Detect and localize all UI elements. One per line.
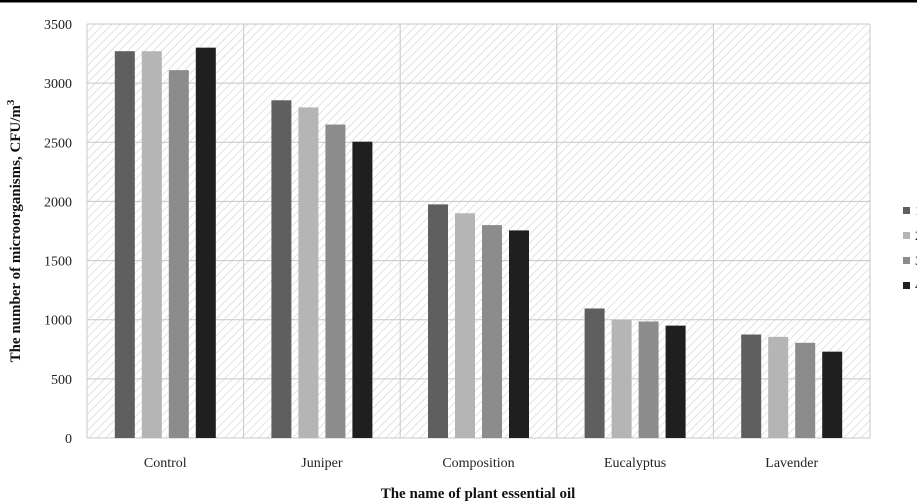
y-tick-label: 3000 [44,77,72,92]
bar [611,319,632,438]
bar [822,351,843,438]
legend-swatch [903,257,910,264]
bar [271,100,292,439]
bar [352,141,373,439]
x-tick-label: Eucalyptus [604,456,666,471]
bar [298,107,319,439]
y-axis-label-text: The number of microorganisms, CFU/m [8,105,24,363]
bar [114,51,135,438]
legend-label: 4 [915,278,917,293]
y-tick-label: 0 [65,432,72,447]
y-axis-ticks: 0 500 1000 1500 2000 2500 3000 3500 [44,18,72,447]
bar [741,334,762,438]
x-tick-label: Control [144,456,187,471]
y-tick-label: 3500 [44,18,72,33]
y-tick-label: 2000 [44,195,72,210]
bars [114,47,843,439]
legend-label: 3 [915,253,917,268]
bar [428,204,448,438]
x-axis-label: The name of plant essential oil [381,486,576,502]
legend-label: 1 [915,203,917,218]
legend-swatch [903,232,910,239]
y-tick-label: 500 [51,373,72,388]
bar [168,70,189,438]
bar [795,342,816,438]
y-tick-label: 1000 [44,314,72,329]
bar [584,308,605,438]
legend: 1 2 3 4 [903,203,917,293]
y-axis-label-superscript: 3 [5,99,17,105]
legend-label: 2 [915,228,917,243]
bar [325,124,346,439]
x-tick-label: Lavender [765,456,818,471]
plot-area [87,24,870,438]
bar [141,51,162,438]
x-axis-ticks: Control Juniper Composition Eucalyptus Laven… [144,456,819,471]
bar [768,336,789,438]
legend-swatch [903,282,910,289]
y-tick-label: 1500 [44,255,72,270]
x-tick-label: Composition [442,456,514,471]
gridlines [86,23,871,439]
bar [195,47,216,439]
y-tick-label: 2500 [44,136,72,151]
bar [665,325,686,438]
x-tick-label: Juniper [301,456,343,471]
legend-swatch [903,207,910,214]
bar [455,213,475,438]
bar [638,321,659,438]
y-axis-label: The number of microorganisms, CFU/m3 [5,99,24,362]
bar [482,225,502,438]
bar [509,230,529,438]
